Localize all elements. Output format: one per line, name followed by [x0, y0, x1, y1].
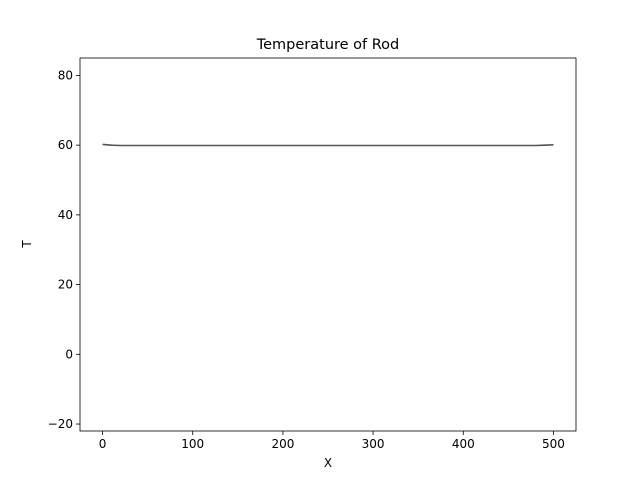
- series-line-0: [102, 143, 554, 147]
- x-tick-label: 0: [99, 437, 107, 451]
- x-tick-label: 500: [542, 437, 565, 451]
- x-tick-label: 200: [271, 437, 294, 451]
- y-tick-label: 80: [58, 68, 73, 82]
- chart-title: Temperature of Rod: [256, 37, 400, 53]
- y-tick-label: 20: [58, 278, 73, 292]
- plot-area: [79, 57, 577, 432]
- y-tick-label: 40: [58, 208, 73, 222]
- x-tick-label: 100: [181, 437, 204, 451]
- axis-ticks: 0 100 200 300 400 500 −20 0 20 40 60 80: [48, 68, 565, 451]
- series-layer: [102, 143, 554, 147]
- y-tick-label: −20: [48, 417, 73, 431]
- x-axis-label: X: [324, 456, 332, 470]
- y-tick-label: 0: [65, 347, 73, 361]
- x-tick-label: 300: [362, 437, 385, 451]
- y-tick-label: 60: [58, 138, 73, 152]
- y-axis-label: T: [20, 240, 34, 249]
- x-tick-label: 400: [452, 437, 475, 451]
